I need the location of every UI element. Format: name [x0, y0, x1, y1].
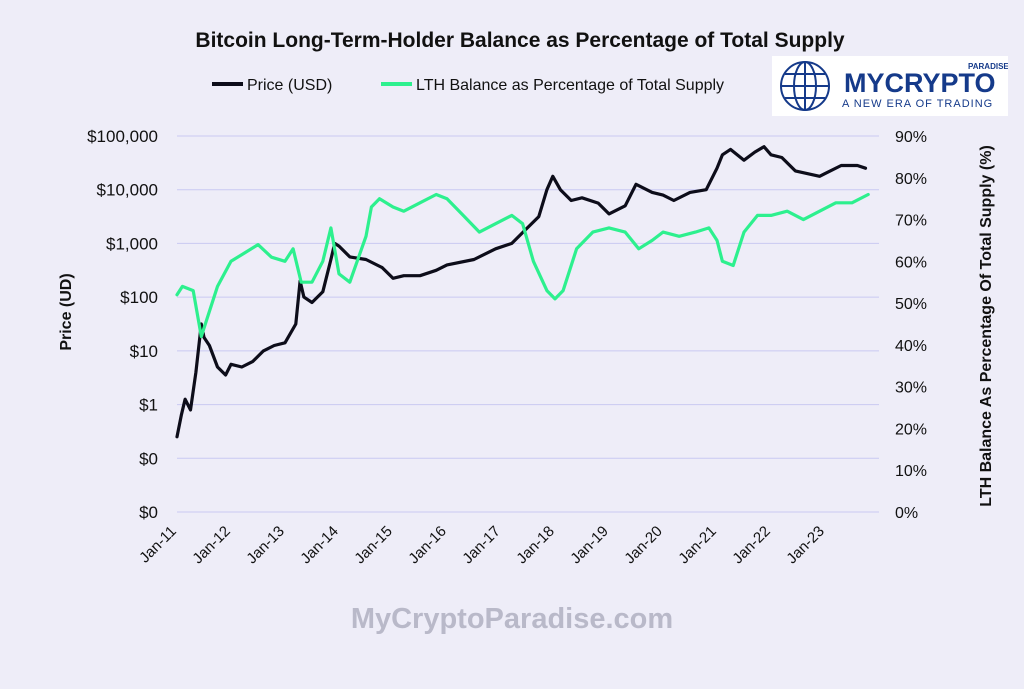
x-tick-label: Jan-22	[729, 523, 773, 567]
watermark: MyCryptoParadise.com	[351, 603, 673, 635]
y-axis-right-ticks: 90% 80% 70% 60% 50% 40% 30% 20% 10% 0%	[895, 129, 927, 522]
y-left-tick-label: $1	[139, 396, 158, 415]
y-right-tick-label: 80%	[895, 171, 927, 188]
y-left-tick-label: $100,000	[87, 127, 158, 146]
x-tick-label: Jan-17	[459, 523, 503, 567]
x-axis-ticks: Jan-11 Jan-12 Jan-13 Jan-14 Jan-15 Jan-16 Jan-…	[136, 523, 828, 567]
x-tick-label: Jan-21	[675, 523, 719, 567]
y-left-tick-label: $100	[120, 288, 158, 307]
y-right-tick-label: 60%	[895, 254, 927, 271]
y-right-tick-label: 40%	[895, 338, 927, 355]
price-usd-line	[175, 145, 868, 439]
y-left-tick-label: $10,000	[97, 181, 158, 200]
globe-icon	[780, 61, 830, 111]
x-tick-label: Jan-14	[297, 523, 341, 567]
chart-title: Bitcoin Long-Term-Holder Balance as Perc…	[195, 29, 844, 52]
x-tick-label: Jan-11	[136, 523, 180, 567]
x-tick-label: Jan-19	[567, 523, 611, 567]
y-left-tick-label: $10	[130, 342, 158, 361]
y-right-tick-label: 0%	[895, 505, 918, 522]
x-tick-label: Jan-15	[351, 523, 395, 567]
legend-lth-label: LTH Balance as Percentage of Total Suppl…	[416, 77, 724, 94]
y-axis-left-label: Price (UD)	[58, 273, 75, 350]
y-right-tick-label: 90%	[895, 129, 927, 146]
lth-balance-line	[175, 192, 870, 339]
y-right-tick-label: 10%	[895, 463, 927, 480]
x-tick-label: Jan-13	[243, 523, 287, 567]
series-lines	[175, 145, 870, 439]
y-right-tick-label: 50%	[895, 296, 927, 313]
legend-price-label: Price (USD)	[247, 77, 332, 94]
x-tick-label: Jan-12	[189, 523, 233, 567]
x-tick-label: Jan-20	[621, 523, 665, 567]
y-right-tick-label: 20%	[895, 421, 927, 438]
x-tick-label: Jan-23	[783, 523, 827, 567]
y-axis-left-ticks: $100,000 $10,000 $1,000 $100 $10 $1 $0 $0	[87, 127, 158, 522]
brand-logo: MYCRYPTO PARADISE A NEW ERA OF TRADING	[772, 56, 1009, 116]
logo-brand-main: MYCRYPTO	[844, 68, 996, 98]
y-left-tick-label: $0	[139, 503, 158, 522]
y-right-tick-label: 30%	[895, 380, 927, 397]
legend: Price (USD) LTH Balance as Percentage of…	[212, 77, 724, 94]
x-tick-label: Jan-18	[513, 523, 557, 567]
y-left-tick-label: $1,000	[106, 234, 158, 253]
x-tick-label: Jan-16	[405, 523, 449, 567]
y-left-tick-label: $0	[139, 449, 158, 468]
y-axis-right-label: LTH Balance As Percentage Of Total Suppl…	[978, 145, 995, 507]
logo-tagline: A NEW ERA OF TRADING	[842, 98, 993, 110]
y-right-tick-label: 70%	[895, 213, 927, 230]
gridlines	[177, 135, 879, 513]
logo-brand-small: PARADISE	[968, 62, 1008, 71]
